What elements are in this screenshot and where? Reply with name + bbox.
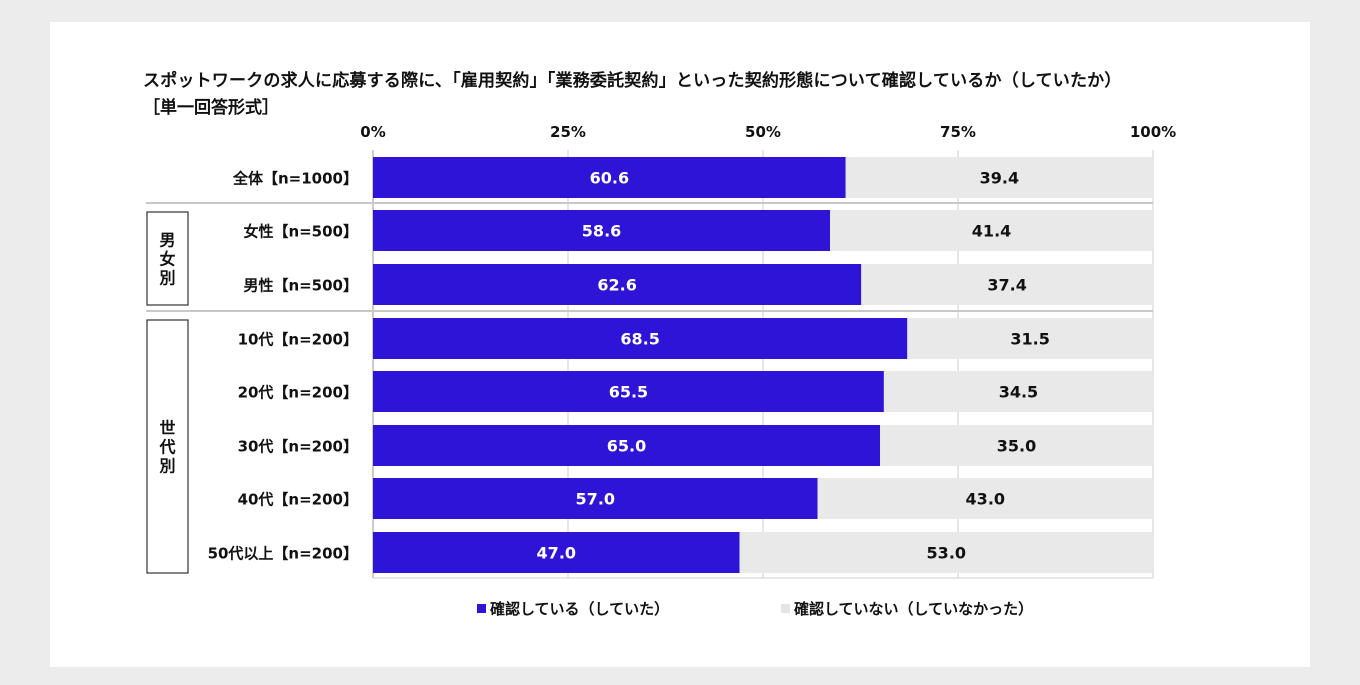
bar-confirmed-4 xyxy=(373,371,884,412)
data-label-confirmed-3: 68.5 xyxy=(620,330,659,349)
group-box-0 xyxy=(146,211,189,306)
bar-confirmed-5 xyxy=(373,425,880,466)
category-label-7: 50代以上【n=200】 xyxy=(208,545,358,563)
bar-not-confirmed-5 xyxy=(880,425,1153,466)
bar-confirmed-7 xyxy=(373,532,740,573)
data-label-not-confirmed-3: 31.5 xyxy=(1010,330,1049,349)
bar-confirmed-1 xyxy=(373,210,831,251)
data-label-not-confirmed-5: 35.0 xyxy=(997,437,1036,456)
chart-subtitle: ［単一回答形式］ xyxy=(143,98,279,118)
bar-not-confirmed-4 xyxy=(883,371,1153,412)
bar-not-confirmed-3 xyxy=(907,318,1153,359)
data-label-confirmed-1: 58.6 xyxy=(582,222,621,241)
group-label-1-char-0: 世 xyxy=(159,419,175,438)
data-label-not-confirmed-6: 43.0 xyxy=(966,490,1005,509)
data-label-not-confirmed-4: 34.5 xyxy=(999,383,1038,402)
bar-not-confirmed-7 xyxy=(739,532,1153,573)
bar-confirmed-6 xyxy=(373,478,818,519)
data-label-not-confirmed-2: 37.4 xyxy=(987,276,1026,295)
tick-label-4: 100% xyxy=(1130,123,1176,141)
chart-title: スポットワークの求人に応募する際に、「雇用契約」「業務委託契約」といった契約形態… xyxy=(143,71,1122,91)
legend-item-confirmed: 確認している（していた） xyxy=(477,598,669,619)
legend-label-not-confirmed: 確認していない（していなかった） xyxy=(794,600,1034,618)
bar-not-confirmed-2 xyxy=(861,264,1153,305)
group-label-0-char-1: 女 xyxy=(159,250,175,269)
category-label-4: 20代【n=200】 xyxy=(238,384,358,402)
tick-label-2: 50% xyxy=(745,123,781,141)
category-label-1: 女性【n=500】 xyxy=(243,223,358,241)
tick-label-1: 25% xyxy=(550,123,586,141)
bar-confirmed-2 xyxy=(373,264,862,305)
category-label-5: 30代【n=200】 xyxy=(238,438,358,456)
data-label-confirmed-5: 65.0 xyxy=(607,437,646,456)
data-label-confirmed-0: 60.6 xyxy=(590,169,629,188)
tick-label-3: 75% xyxy=(940,123,976,141)
legend-item-not-confirmed: 確認していない（していなかった） xyxy=(781,598,1033,619)
category-label-3: 10代【n=200】 xyxy=(238,331,358,349)
legend-label-confirmed: 確認している（していた） xyxy=(490,600,670,618)
data-label-confirmed-2: 62.6 xyxy=(597,276,636,295)
bar-confirmed-0 xyxy=(373,157,846,198)
category-label-0: 全体【n=1000】 xyxy=(232,170,358,188)
bar-not-confirmed-1 xyxy=(830,210,1153,251)
data-label-confirmed-7: 47.0 xyxy=(537,544,576,563)
bar-not-confirmed-6 xyxy=(817,478,1153,519)
data-label-confirmed-4: 65.5 xyxy=(609,383,648,402)
legend-swatch-not-confirmed xyxy=(781,604,790,613)
category-label-2: 男性【n=500】 xyxy=(243,277,358,295)
group-label-1-char-1: 代 xyxy=(158,438,175,457)
bar-confirmed-3 xyxy=(373,318,908,359)
data-label-not-confirmed-1: 41.4 xyxy=(972,222,1011,241)
bar-not-confirmed-0 xyxy=(845,157,1153,198)
data-label-confirmed-6: 57.0 xyxy=(576,490,615,509)
group-box-1 xyxy=(146,319,189,574)
legend-swatch-confirmed xyxy=(477,604,486,613)
group-label-0-char-2: 別 xyxy=(159,269,175,288)
data-label-not-confirmed-0: 39.4 xyxy=(980,169,1019,188)
data-label-not-confirmed-7: 53.0 xyxy=(927,544,966,563)
group-label-1-char-2: 別 xyxy=(159,457,175,476)
group-label-0-char-0: 男 xyxy=(159,231,175,250)
tick-label-0: 0% xyxy=(360,123,385,141)
category-label-6: 40代【n=200】 xyxy=(238,491,358,509)
